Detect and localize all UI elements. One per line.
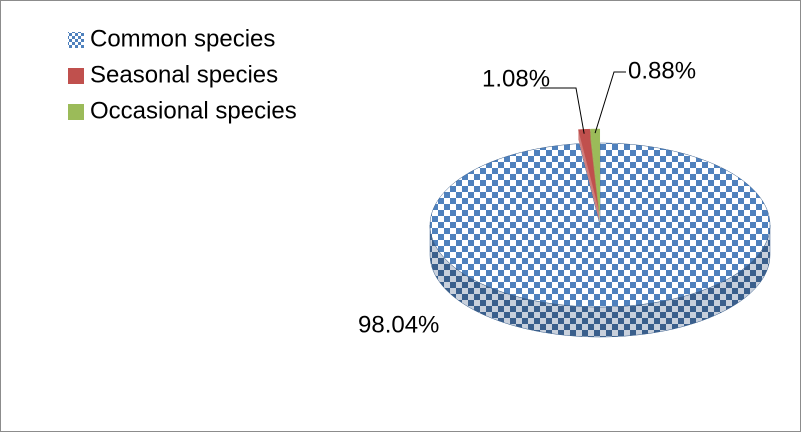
- legend-label: Seasonal species: [90, 61, 278, 88]
- pie-slice: [429, 142, 771, 308]
- legend-label: Occasional species: [90, 97, 297, 124]
- leader-line: [594, 71, 626, 134]
- pie-slice-side: [590, 129, 600, 222]
- pie-slice: [578, 128, 600, 212]
- legend-label: Common species: [90, 25, 275, 52]
- data-label: 98.04%: [358, 311, 439, 338]
- data-label: 1.08%: [482, 65, 550, 92]
- legend-swatch: [68, 68, 84, 84]
- legend-swatch: [68, 32, 84, 48]
- legend-swatch: [68, 104, 84, 120]
- data-label: 0.88%: [628, 57, 696, 84]
- pie-slice: [590, 128, 601, 212]
- leader-line: [540, 87, 585, 134]
- pie-slice-side: [578, 129, 600, 222]
